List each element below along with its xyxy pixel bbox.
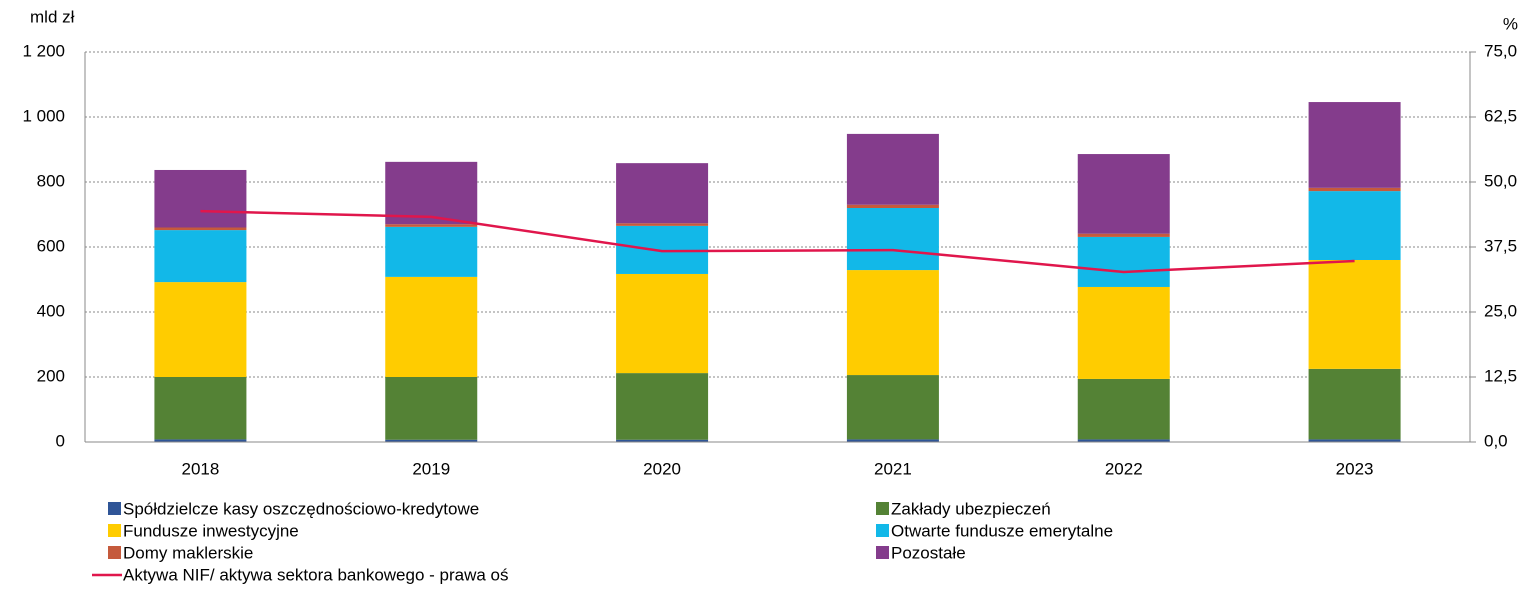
bar-segment: [154, 227, 247, 231]
legend-swatch: [876, 524, 889, 537]
bar-segment: [846, 270, 939, 376]
y2-tick-label: 50,0: [1484, 171, 1517, 190]
bar-segment: [1077, 154, 1170, 234]
x-tick-label: 2020: [643, 459, 681, 478]
y-tick-label: 800: [37, 171, 65, 190]
bar-segment: [1077, 378, 1170, 440]
x-tick-label: 2021: [874, 459, 912, 478]
x-tick-label: 2018: [182, 459, 220, 478]
bar-segment: [846, 208, 939, 271]
bar-segment: [1308, 191, 1401, 260]
bar-segment: [1308, 260, 1401, 369]
y-tick-label: 400: [37, 301, 65, 320]
bar-segment: [846, 439, 939, 442]
bar-segment: [1077, 236, 1170, 287]
x-tick-label: 2022: [1105, 459, 1143, 478]
legend-label: Pozostałe: [891, 543, 966, 562]
legend-swatch: [876, 546, 889, 559]
bar-segment: [385, 276, 478, 377]
bar-segment: [385, 161, 478, 225]
bar-segment: [154, 377, 247, 440]
y-tick-label: 1 000: [22, 106, 65, 125]
bar-segment: [616, 373, 709, 440]
y-tick-label: 0: [56, 431, 65, 450]
legend-swatch: [108, 502, 121, 515]
bar-segment: [1308, 368, 1401, 440]
bar-segment: [846, 204, 939, 208]
bar-segment: [1308, 187, 1401, 192]
x-tick-label: 2019: [412, 459, 450, 478]
bar-segment: [1308, 439, 1401, 442]
bar-segment: [1077, 233, 1170, 237]
legend-swatch: [108, 524, 121, 537]
bar-segment: [616, 273, 709, 374]
x-tick-label: 2023: [1336, 459, 1374, 478]
y-tick-label: 600: [37, 236, 65, 255]
legend-label: Zakłady ubezpieczeń: [891, 499, 1051, 518]
bar-segment: [1077, 286, 1170, 379]
bar-segment: [385, 377, 478, 440]
legend-label: Fundusze inwestycyjne: [123, 521, 299, 540]
bar-segment: [154, 282, 247, 377]
bar-segment: [616, 439, 709, 442]
bar-segment: [154, 439, 247, 442]
bar-segment: [1308, 102, 1401, 188]
legend-label: Otwarte fundusze emerytalne: [891, 521, 1113, 540]
bar-segment: [385, 439, 478, 442]
y-axis-label: mld zł: [30, 7, 75, 26]
bar-segment: [154, 169, 247, 228]
bar-segment: [385, 226, 478, 277]
y-tick-label: 1 200: [22, 41, 65, 60]
bar-segment: [616, 223, 709, 226]
legend-label: Spółdzielcze kasy oszczędnościowo-kredyt…: [123, 499, 479, 518]
y2-tick-label: 75,0: [1484, 41, 1517, 60]
bar-segment: [846, 133, 939, 205]
bar-segment: [385, 224, 478, 227]
legend-swatch: [876, 502, 889, 515]
bar-segment: [1077, 439, 1170, 442]
y-tick-label: 200: [37, 366, 65, 385]
line: [200, 209, 1355, 274]
y2-tick-label: 62,5: [1484, 106, 1517, 125]
y2-axis-label: %: [1503, 14, 1518, 33]
y2-tick-label: 37,5: [1484, 236, 1517, 255]
y2-tick-label: 0,0: [1484, 431, 1508, 450]
legend-label: Aktywa NIF/ aktywa sektora bankowego - p…: [123, 565, 509, 584]
y2-tick-label: 25,0: [1484, 301, 1517, 320]
bar-segment: [616, 163, 709, 224]
bar-segment: [846, 375, 939, 440]
y2-tick-label: 12,5: [1484, 366, 1517, 385]
legend-swatch: [108, 546, 121, 559]
legend-label: Domy maklerskie: [123, 543, 253, 562]
bar-segment: [154, 230, 247, 283]
